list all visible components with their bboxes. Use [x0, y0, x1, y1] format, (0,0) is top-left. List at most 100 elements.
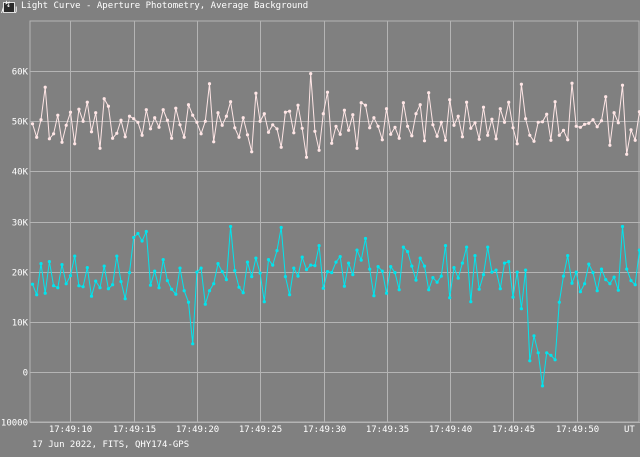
data-point [549, 138, 553, 142]
data-point [599, 119, 604, 123]
chart-grid [29, 20, 640, 423]
data-point [519, 307, 524, 311]
data-point [56, 113, 60, 117]
x-tick-label: 17:49:50 [556, 425, 599, 435]
data-point [570, 281, 574, 285]
data-point [161, 108, 165, 112]
data-point [448, 296, 452, 300]
data-point [325, 270, 330, 274]
data-point [452, 266, 456, 270]
data-point [456, 276, 460, 280]
data-point [89, 294, 94, 298]
data-point [540, 120, 545, 124]
data-point [359, 101, 363, 105]
data-point [254, 91, 258, 95]
data-point [599, 267, 604, 271]
data-point [186, 103, 191, 107]
data-point [157, 125, 161, 129]
data-point [127, 114, 132, 118]
data-point [566, 138, 570, 142]
x-axis-label: UT [624, 425, 635, 435]
data-point [292, 266, 296, 270]
data-point [43, 291, 47, 295]
data-point [292, 131, 296, 135]
title-bar: Light Curve - Aperture Photometry, Avera… [0, 0, 640, 15]
data-point [115, 254, 119, 258]
data-point [376, 265, 380, 269]
data-point [338, 255, 342, 259]
data-point [140, 133, 144, 137]
data-point [35, 135, 39, 139]
data-point [309, 72, 313, 76]
data-point [245, 260, 250, 264]
data-point [81, 285, 85, 289]
data-point [304, 268, 309, 272]
data-point [351, 273, 355, 277]
data-point [583, 122, 587, 126]
data-point [300, 126, 304, 130]
data-point [532, 139, 536, 143]
data-point [98, 146, 102, 150]
data-point [216, 262, 220, 266]
data-point [136, 231, 140, 236]
data-point [587, 121, 591, 125]
data-point [30, 122, 35, 126]
data-point [313, 264, 317, 268]
data-point [452, 123, 456, 127]
data-point [300, 255, 304, 259]
data-point [637, 110, 640, 114]
y-tick-label: 50K [12, 118, 29, 128]
y-tick-label: 60K [12, 68, 29, 78]
data-point [540, 384, 545, 388]
data-point [363, 236, 368, 241]
data-point [216, 111, 220, 115]
data-point [233, 126, 237, 130]
data-point [477, 137, 481, 141]
data-point [233, 269, 237, 273]
data-point [60, 140, 64, 144]
data-point [178, 123, 182, 127]
data-point [469, 300, 473, 304]
data-point [304, 155, 309, 159]
chart-app-icon[interactable] [3, 0, 15, 13]
data-point [106, 287, 110, 291]
data-point [119, 280, 123, 284]
window-title: Light Curve - Aperture Photometry, Avera… [21, 1, 309, 11]
data-point [389, 265, 393, 269]
data-point [279, 225, 283, 230]
data-point [511, 295, 515, 299]
data-point [102, 264, 106, 268]
data-point [465, 100, 469, 104]
data-point [498, 287, 502, 291]
data-point [625, 152, 629, 156]
data-point [199, 266, 203, 270]
data-point [528, 133, 532, 137]
x-tick-label: 17:49:30 [303, 425, 346, 435]
data-point [313, 129, 317, 133]
data-point [439, 120, 443, 124]
data-point [115, 131, 119, 135]
data-point [359, 258, 363, 262]
data-point [64, 123, 68, 127]
data-point [89, 130, 94, 134]
data-point [570, 81, 574, 85]
data-point [330, 141, 334, 145]
data-point [473, 254, 477, 258]
data-point [271, 263, 275, 267]
data-point [481, 105, 486, 109]
data-point [279, 145, 283, 149]
data-point [490, 117, 494, 121]
data-point [477, 287, 481, 291]
data-point [283, 275, 287, 279]
data-point [123, 297, 127, 301]
data-point [507, 100, 511, 104]
data-point [557, 300, 561, 304]
data-point [355, 248, 359, 252]
data-point [229, 224, 233, 229]
data-point [258, 271, 262, 275]
data-point [52, 132, 56, 136]
data-point [561, 128, 566, 132]
data-point [178, 266, 182, 270]
data-point [528, 359, 532, 363]
data-point [266, 130, 271, 134]
